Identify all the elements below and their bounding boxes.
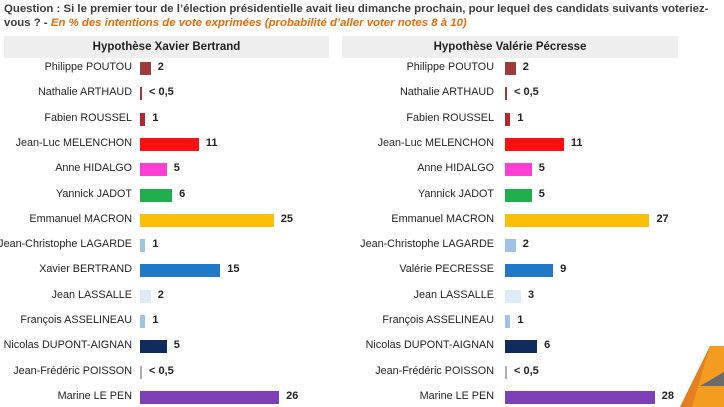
bar [140, 264, 221, 278]
value-label: 15 [227, 263, 240, 276]
value-label: 11 [205, 136, 218, 149]
category-label: Jean-Christophe LAGARDE [0, 238, 132, 251]
value-label: 1 [517, 111, 524, 124]
value-label: 3 [528, 288, 535, 301]
bar [140, 289, 151, 303]
value-label: < 0,5 [514, 86, 539, 99]
right-bar-chart: Philippe POUTOU 2 Nathalie ARTHAUD < 0,5 Fab… [342, 58, 682, 407]
value-label: 1 [517, 314, 524, 326]
category-label: Jean LASSALLE [413, 288, 494, 301]
category-label: François ASSELINEAU [20, 314, 132, 326]
value-label: 11 [570, 136, 583, 149]
category-label: Nathalie ARTHAUD [37, 86, 132, 99]
category-label: Jean-Luc MELENCHON [377, 136, 494, 149]
value-label: 25 [280, 212, 293, 225]
bar [505, 112, 511, 126]
bar [505, 163, 532, 177]
bar [505, 264, 554, 278]
question-text: Question : Si le premier tour de l’élect… [4, 3, 709, 29]
category-label: Marine LE PEN [57, 389, 132, 402]
bar [140, 188, 173, 202]
category-label: Nicolas DUPONT-AIGNAN [3, 339, 132, 352]
bar [505, 340, 538, 354]
category-label: Philippe POUTOU [406, 61, 494, 73]
category-label: Jean-Frédéric POISSON [375, 364, 494, 377]
value-label: < 0,5 [514, 364, 539, 377]
value-label: 27 [656, 212, 669, 225]
category-label: Marine LE PEN [419, 389, 494, 402]
value-label: 2 [522, 61, 529, 73]
category-label: Fabien ROUSSEL [44, 111, 132, 124]
bar [140, 315, 146, 328]
category-label: Jean-Frédéric POISSON [13, 364, 132, 377]
bar [505, 390, 655, 404]
bar [505, 137, 564, 151]
bar [140, 62, 151, 75]
category-label: Emmanuel MACRON [391, 212, 494, 225]
category-label: Nicolas DUPONT-AIGNAN [365, 339, 494, 352]
bar [505, 87, 507, 101]
bar [505, 213, 650, 227]
bar [505, 62, 516, 75]
value-label: 5 [538, 162, 545, 175]
question-subtitle: En % des intentions de vote exprimées (p… [50, 17, 467, 29]
value-label: 5 [173, 339, 180, 352]
category-label: Philippe POUTOU [44, 61, 132, 73]
right-chart-title: Hypothèse Valérie Pécresse [342, 36, 678, 58]
left-bar-chart: Philippe POUTOU 2 Nathalie ARTHAUD < 0,5 Fab… [0, 58, 335, 407]
bar [140, 112, 146, 126]
bar [140, 365, 142, 379]
bar [140, 213, 274, 227]
category-label: Fabien ROUSSEL [406, 111, 494, 124]
value-label: 26 [286, 389, 299, 402]
category-label: Jean-Christophe LAGARDE [360, 238, 494, 251]
value-label: < 0,5 [149, 86, 174, 99]
value-label: 6 [544, 339, 551, 352]
value-label: 5 [538, 187, 545, 200]
category-label: Nathalie ARTHAUD [399, 86, 494, 99]
category-label: Emmanuel MACRON [29, 212, 132, 225]
left-chart-title: Hypothèse Xavier Bertrand [4, 36, 329, 58]
bar [505, 239, 516, 253]
bar [140, 163, 167, 177]
category-label: Valérie PECRESSE [399, 263, 494, 276]
bar [505, 289, 522, 303]
pollster-logo [680, 346, 724, 407]
bar [140, 87, 142, 101]
bar [505, 188, 532, 202]
value-label: 6 [179, 187, 186, 200]
bar [140, 137, 199, 151]
value-label: 9 [560, 263, 567, 276]
category-label: Anne HIDALGO [55, 162, 132, 175]
value-label: 1 [152, 111, 159, 124]
category-label: Yannick JADOT [418, 187, 494, 200]
category-label: Jean LASSALLE [51, 288, 132, 301]
value-label: < 0,5 [149, 364, 174, 377]
category-label: Xavier BERTRAND [39, 263, 132, 276]
bar [140, 239, 146, 253]
value-label: 1 [152, 238, 159, 251]
value-label: 1 [152, 314, 159, 326]
value-label: 2 [157, 61, 164, 73]
category-label: Anne HIDALGO [417, 162, 494, 175]
category-label: Yannick JADOT [56, 187, 132, 200]
value-label: 2 [157, 288, 164, 301]
value-label: 2 [522, 238, 529, 251]
category-label: François ASSELINEAU [382, 314, 494, 326]
bar [140, 340, 167, 354]
value-label: 5 [173, 162, 180, 175]
question-block: Question : Si le premier tour de l’élect… [4, 2, 720, 30]
bar [140, 390, 280, 404]
category-label: Jean-Luc MELENCHON [15, 136, 132, 149]
bar [505, 315, 511, 328]
value-label: 28 [661, 389, 675, 402]
bar [505, 365, 507, 379]
